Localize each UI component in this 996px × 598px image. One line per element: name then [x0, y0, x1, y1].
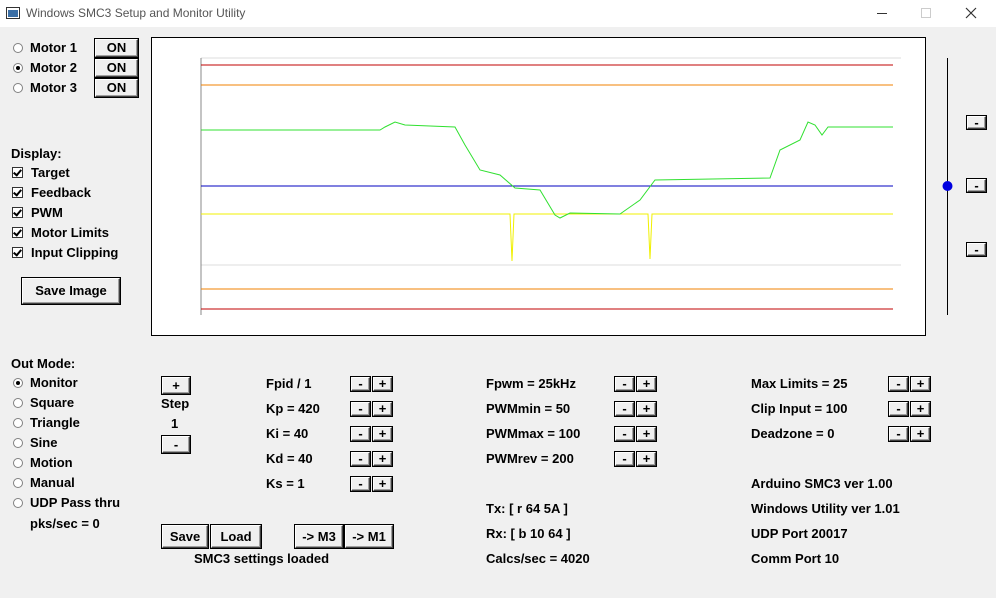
setting-label: Kd = 40: [266, 451, 313, 466]
action-button[interactable]: -> M3: [295, 525, 343, 548]
decrease-button[interactable]: -: [351, 477, 370, 491]
out-mode-radio[interactable]: [13, 398, 23, 408]
setting-label: Max Limits = 25: [751, 376, 848, 391]
status-label: Calcs/sec = 4020: [486, 551, 590, 566]
display-checkbox[interactable]: [12, 207, 23, 218]
out-mode-radio[interactable]: [13, 458, 23, 468]
step-decrease[interactable]: -: [162, 436, 190, 453]
increase-button[interactable]: +: [911, 427, 930, 441]
motor-on-button[interactable]: ON: [95, 79, 138, 97]
slider-button[interactable]: -: [967, 179, 986, 192]
setting-label: Clip Input = 100: [751, 401, 848, 416]
display-heading: Display:: [11, 146, 62, 161]
display-checkbox[interactable]: [12, 167, 23, 178]
increase-button[interactable]: +: [373, 477, 392, 491]
display-label: PWM: [31, 205, 63, 220]
out-mode-label: Motion: [30, 455, 73, 470]
out-mode-label: Square: [30, 395, 75, 410]
vertical-slider[interactable]: [938, 56, 958, 318]
decrease-button[interactable]: -: [615, 377, 634, 391]
step-increase[interactable]: +: [162, 377, 190, 394]
status-label: Comm Port 10: [751, 551, 840, 566]
out-mode-label: Manual: [30, 475, 75, 490]
display-label: Feedback: [31, 185, 91, 200]
motor-radio[interactable]: [13, 83, 23, 93]
increase-button[interactable]: +: [911, 402, 930, 416]
setting-label: Ki = 40: [266, 426, 309, 441]
setting-label: Ks = 1: [266, 476, 305, 491]
increase-button[interactable]: +: [373, 377, 392, 391]
setting-label: Fpwm = 25kHz: [486, 376, 576, 391]
out-mode-label: Monitor: [30, 375, 78, 390]
slider-button[interactable]: -: [967, 116, 986, 129]
setting-label: PWMrev = 200: [486, 451, 574, 466]
window-title: Windows SMC3 Setup and Monitor Utility: [26, 6, 246, 20]
out-mode-label: UDP Pass thru: [30, 495, 121, 510]
status-message: SMC3 settings loaded: [194, 551, 330, 566]
action-button[interactable]: Load: [211, 525, 261, 548]
display-checkbox[interactable]: [12, 227, 23, 238]
increase-button[interactable]: +: [637, 427, 656, 441]
setting-label: PWMmin = 50: [486, 401, 571, 416]
app-icon: [6, 7, 20, 19]
decrease-button[interactable]: -: [615, 452, 634, 466]
motor-label: Motor 2: [30, 60, 77, 75]
decrease-button[interactable]: -: [615, 402, 634, 416]
setting-label: Kp = 420: [266, 401, 320, 416]
increase-button[interactable]: +: [637, 377, 656, 391]
display-label: Input Clipping: [31, 245, 119, 260]
decrease-button[interactable]: -: [889, 427, 908, 441]
out-mode-radio[interactable]: [13, 418, 23, 428]
step-label: Step: [161, 396, 190, 411]
action-button[interactable]: Save: [162, 525, 208, 548]
display-checkbox[interactable]: [12, 187, 23, 198]
status-label: Arduino SMC3 ver 1.00: [751, 476, 893, 491]
out-mode-label: Sine: [30, 435, 58, 450]
out-mode-heading: Out Mode:: [11, 356, 76, 371]
increase-button[interactable]: +: [637, 402, 656, 416]
packets-label: pks/sec = 0: [30, 516, 100, 531]
increase-button[interactable]: +: [373, 402, 392, 416]
setting-label: PWMmax = 100: [486, 426, 581, 441]
motor-radio[interactable]: [13, 63, 23, 73]
out-mode-radio[interactable]: [13, 498, 23, 508]
display-checkbox[interactable]: [12, 247, 23, 258]
decrease-button[interactable]: -: [889, 402, 908, 416]
status-label: Windows Utility ver 1.01: [751, 501, 900, 516]
status-label: Rx: [ b 10 64 ]: [486, 526, 571, 541]
step-value: 1: [171, 416, 179, 431]
motor-on-button[interactable]: ON: [95, 59, 138, 77]
increase-button[interactable]: +: [637, 452, 656, 466]
decrease-button[interactable]: -: [351, 377, 370, 391]
setting-label: Deadzone = 0: [751, 426, 835, 441]
window-controls[interactable]: [870, 0, 996, 27]
decrease-button[interactable]: -: [351, 452, 370, 466]
out-mode-radio[interactable]: [13, 378, 23, 388]
display-label: Target: [31, 165, 70, 180]
out-mode-radio[interactable]: [13, 438, 23, 448]
setting-label: Fpid / 1: [266, 376, 312, 391]
motor-on-button[interactable]: ON: [95, 39, 138, 57]
decrease-button[interactable]: -: [351, 427, 370, 441]
motor-radio[interactable]: [13, 43, 23, 53]
title-bar: Windows SMC3 Setup and Monitor Utility: [0, 0, 996, 27]
increase-button[interactable]: +: [373, 452, 392, 466]
decrease-button[interactable]: -: [351, 402, 370, 416]
increase-button[interactable]: +: [373, 427, 392, 441]
decrease-button[interactable]: -: [615, 427, 634, 441]
save-image-button[interactable]: Save Image: [22, 278, 120, 304]
out-mode-radio[interactable]: [13, 478, 23, 488]
out-mode-label: Triangle: [30, 415, 80, 430]
motor-label: Motor 3: [30, 80, 77, 95]
increase-button[interactable]: +: [911, 377, 930, 391]
slider-button[interactable]: -: [967, 243, 986, 256]
motor-label: Motor 1: [30, 40, 77, 55]
monitor-plot: [151, 37, 926, 336]
status-label: Tx: [ r 64 5A ]: [486, 501, 568, 516]
decrease-button[interactable]: -: [889, 377, 908, 391]
action-button[interactable]: -> M1: [345, 525, 393, 548]
status-label: UDP Port 20017: [751, 526, 848, 541]
display-label: Motor Limits: [31, 225, 109, 240]
